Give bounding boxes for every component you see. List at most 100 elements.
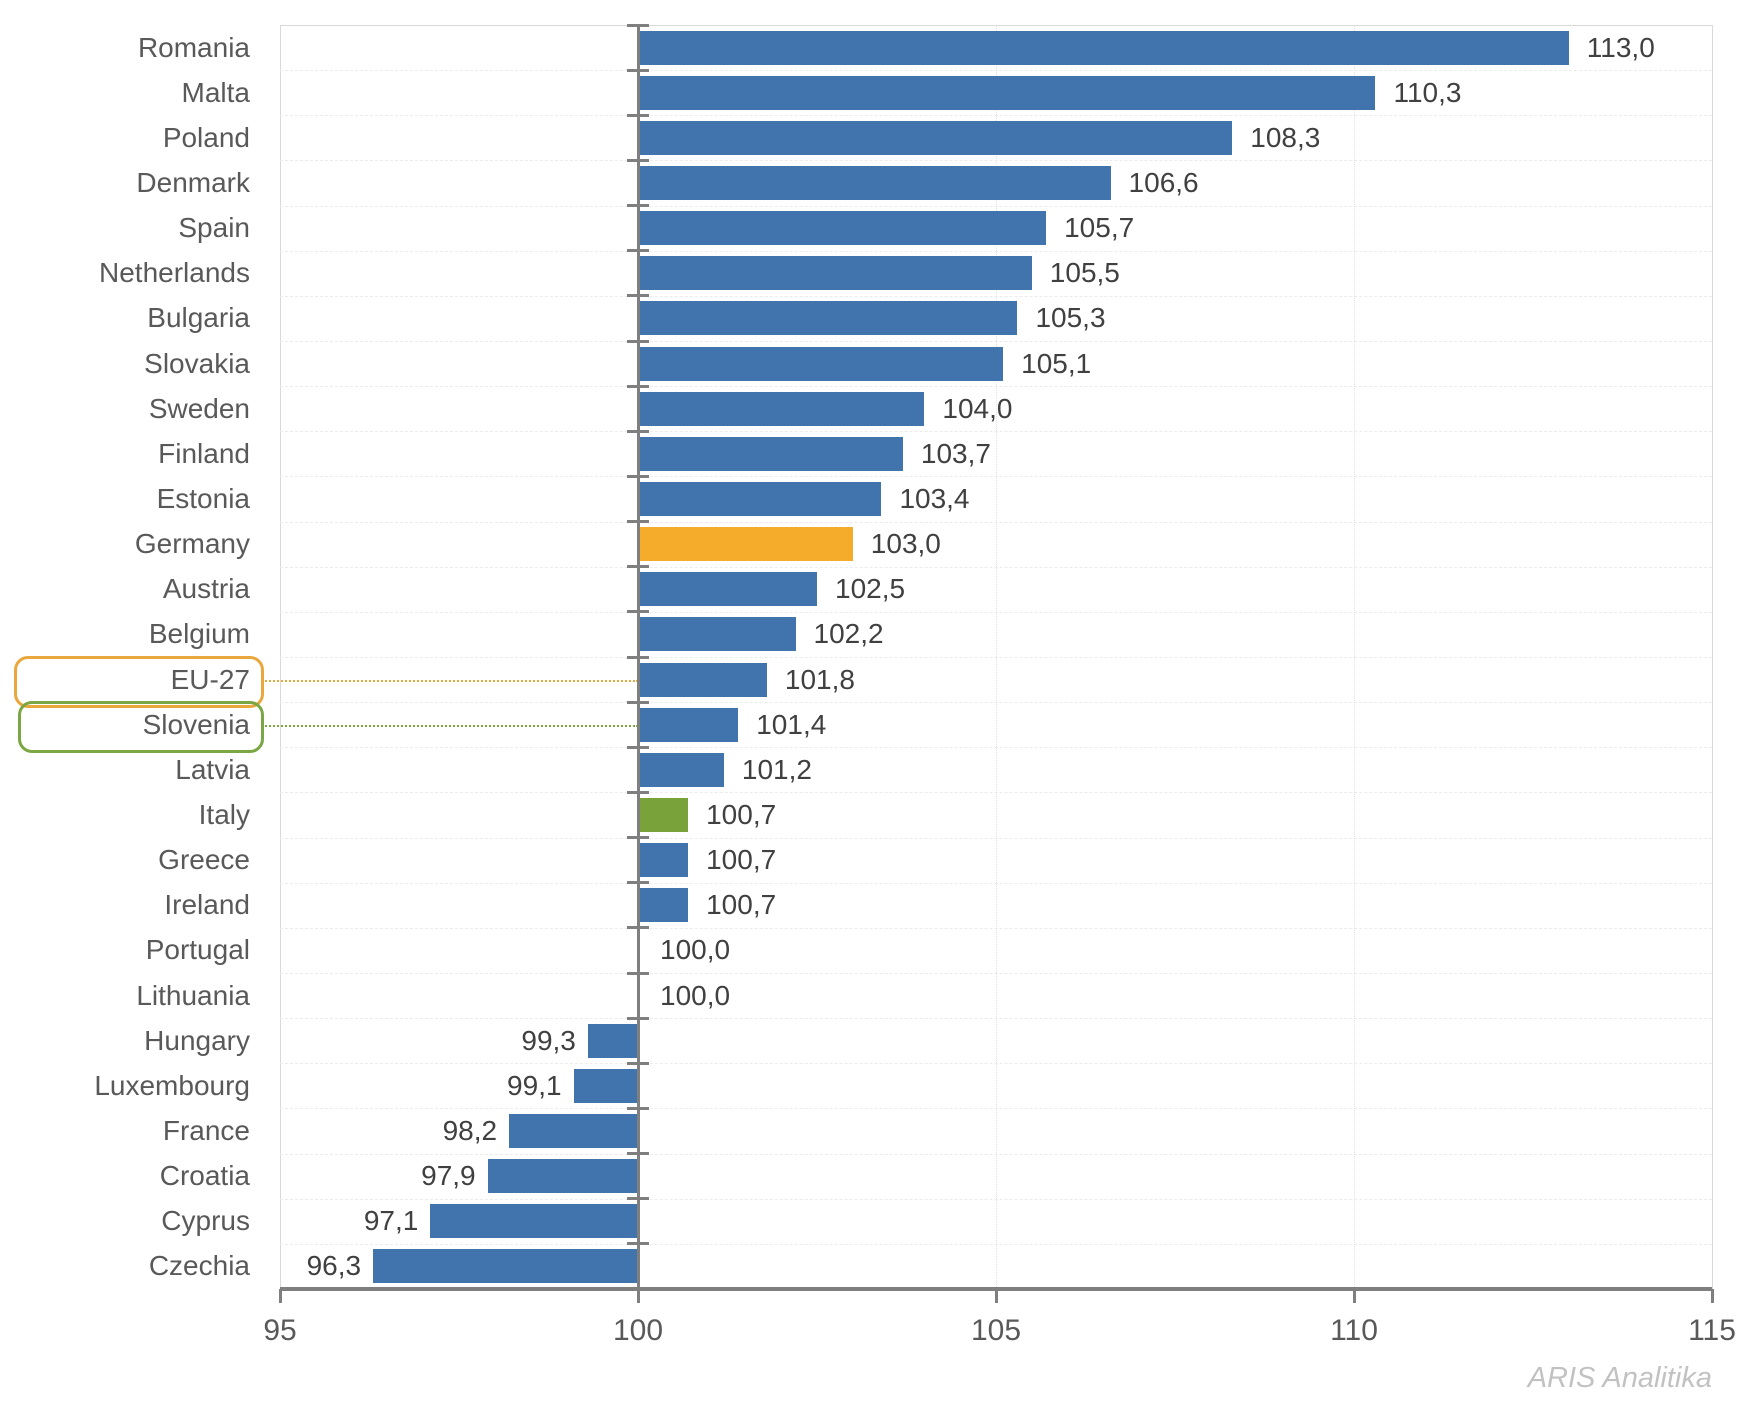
country-label-luxembourg: Luxembourg [94,1069,250,1101]
category-axis-tick [627,610,649,614]
v-gridline [996,25,997,1289]
x-axis-tick-label: 105 [970,1314,1022,1347]
value-label-italy: 100,7 [706,799,777,830]
bar-sweden [638,391,925,426]
country-label-croatia: Croatia [159,1160,250,1192]
bar-cyprus [430,1204,638,1239]
bar-denmark [638,166,1111,200]
country-label-poland: Poland [162,121,250,153]
country-label-romania: Romania [137,31,250,63]
x-axis-tick-label: 110 [1330,1314,1378,1347]
bar-czechia [373,1249,638,1284]
value-label-sweden: 104,0 [942,392,1013,424]
value-label-netherlands: 105,5 [1049,257,1120,289]
value-label-spain: 105,7 [1064,212,1135,244]
country-label-estonia: Estonia [156,483,250,514]
category-axis-tick [627,881,649,885]
category-axis-tick [627,1242,649,1246]
value-label-czechia: 96,3 [306,1250,362,1282]
bar-belgium [638,617,796,652]
category-axis-tick [627,745,649,749]
value-label-hungary: 99,3 [521,1024,576,1056]
category-axis-tick [627,204,649,208]
country-label-bulgaria: Bulgaria [147,302,250,334]
value-label-poland: 108,3 [1250,121,1321,153]
bar-poland [638,120,1233,155]
value-label-latvia: 101,2 [741,753,812,785]
category-axis-tick [627,113,649,117]
bar-luxembourg [573,1068,638,1103]
category-axis-tick [627,158,649,162]
category-axis-tick [627,68,649,72]
value-label-croatia: 97,9 [421,1160,476,1192]
bar-hungary [587,1023,638,1058]
value-label-slovakia: 105,1 [1021,347,1092,379]
category-axis-tick [627,429,649,433]
country-label-lithuania: Lithuania [136,979,250,1011]
value-label-bulgaria: 105,3 [1035,302,1106,334]
leader-line-eu-27 [262,679,638,682]
bar-italy [638,798,689,832]
value-label-finland: 103,7 [920,437,991,469]
highlight-box-eu-27 [14,655,264,708]
bar-malta [638,75,1376,110]
country-label-denmark: Denmark [136,167,250,198]
category-axis-tick [627,23,649,27]
country-label-cyprus: Cyprus [161,1205,250,1237]
category-axis-tick [627,790,649,794]
category-axis-tick [627,836,649,840]
country-label-portugal: Portugal [145,934,250,966]
country-label-finland: Finland [158,437,250,469]
category-axis-tick [627,971,649,975]
country-label-latvia: Latvia [175,753,250,785]
x-axis-tick [278,1289,282,1303]
value-label-ireland: 100,7 [706,889,777,921]
watermark: ARIS Analitika [1527,1362,1712,1394]
x-axis-tick [1352,1289,1356,1303]
highlight-box-slovenia [18,700,264,753]
x-axis-tick [1710,1289,1714,1303]
category-axis-tick [627,249,649,253]
category-axis-tick [627,384,649,388]
category-axis-tick [627,1016,649,1020]
value-label-austria: 102,5 [835,573,906,605]
value-label-portugal: 100,0 [660,934,731,966]
x-axis-tick-label: 95 [263,1314,297,1347]
country-label-belgium: Belgium [148,618,250,650]
bar-slovenia [638,707,739,742]
bar-finland [638,436,903,471]
x-axis-tick-label: 100 [612,1314,664,1347]
value-label-slovenia: 101,4 [756,708,827,740]
x-axis-tick [636,1289,640,1303]
country-label-hungary: Hungary [144,1024,250,1056]
value-label-eu-27: 101,8 [784,663,855,695]
value-label-estonia: 103,4 [899,483,970,514]
country-label-slovenia: Slovenia [142,708,250,740]
value-label-romania: 113,0 [1586,31,1655,63]
leader-line-slovenia [262,724,638,727]
x-axis-tick [994,1289,998,1303]
bar-croatia [487,1159,638,1194]
country-label-germany: Germany [134,528,250,560]
country-label-slovakia: Slovakia [144,347,250,379]
category-axis-tick [627,565,649,569]
country-label-austria: Austria [162,573,250,605]
value-label-lithuania: 100,0 [660,979,731,1011]
category-axis-tick [627,1197,649,1201]
country-label-spain: Spain [178,212,250,244]
country-label-malta: Malta [181,76,250,108]
bar-slovakia [638,346,1004,381]
bar-netherlands [638,256,1032,291]
bar-greece [638,843,689,878]
bar-romania [638,30,1569,65]
value-label-denmark: 106,6 [1128,167,1199,198]
bar-austria [638,572,817,607]
category-axis-tick [627,339,649,343]
category-axis-tick [627,1106,649,1110]
country-label-ireland: Ireland [164,889,250,921]
v-gridline [1354,25,1355,1289]
country-label-france: France [162,1115,250,1146]
bar-ireland [638,888,689,923]
country-label-greece: Greece [158,844,250,876]
